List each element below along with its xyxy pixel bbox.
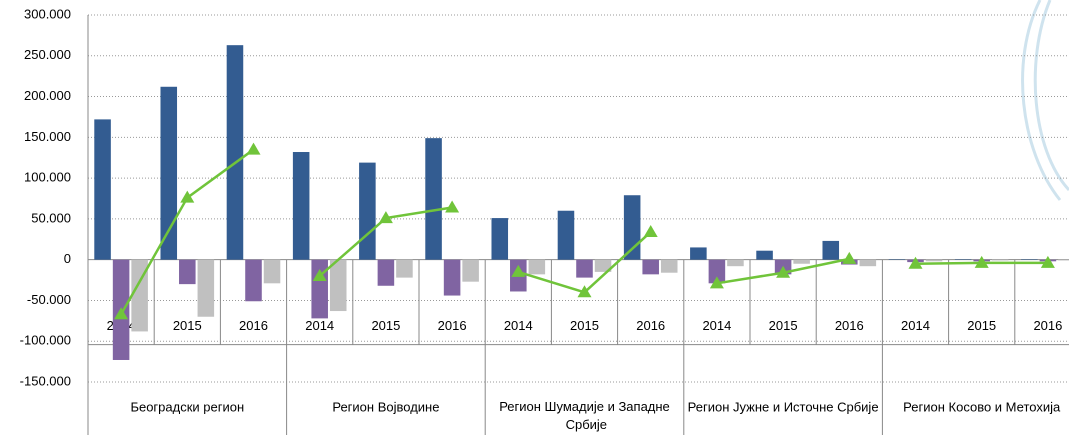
bar xyxy=(311,259,328,319)
decoration xyxy=(1021,0,1069,201)
group-label: Регион Шумадије и Западне Србије xyxy=(499,399,670,432)
bar xyxy=(160,86,178,260)
line-marker xyxy=(180,190,195,203)
line-marker xyxy=(577,285,592,298)
bar xyxy=(888,259,906,260)
bar xyxy=(425,138,442,260)
y-tick-label: -150.000 xyxy=(20,373,71,388)
bar xyxy=(462,259,479,282)
x-tick-label: 2015 xyxy=(371,318,400,333)
y-tick-label: 50.000 xyxy=(31,210,71,225)
bar xyxy=(708,259,726,284)
x-tick-label: 2015 xyxy=(967,318,996,333)
bar xyxy=(377,259,395,286)
y-tick-label: 0 xyxy=(64,251,71,266)
bar xyxy=(690,247,707,260)
y-tick-label: 150.000 xyxy=(24,129,71,144)
line-marker xyxy=(908,256,923,269)
bar xyxy=(528,259,546,275)
bar xyxy=(396,259,413,278)
x-tick-label: 2016 xyxy=(636,318,665,333)
bar xyxy=(660,259,678,273)
bar xyxy=(359,162,376,260)
x-tick-label: 2016 xyxy=(1033,318,1062,333)
x-tick-label: 2016 xyxy=(835,318,864,333)
bar xyxy=(954,259,972,260)
bar xyxy=(263,259,281,284)
bar xyxy=(991,259,1009,261)
bar xyxy=(557,210,575,260)
y-tick-label: 200.000 xyxy=(24,88,71,103)
y-tick-label: 100.000 xyxy=(24,170,71,185)
group-label: Регион Косово и Метохија xyxy=(903,399,1061,414)
bar xyxy=(594,259,612,272)
bar xyxy=(756,250,773,260)
x-tick-label: 2014 xyxy=(702,318,731,333)
line-marker xyxy=(445,200,460,213)
line-marker xyxy=(1040,255,1055,268)
bar xyxy=(329,259,347,312)
bar xyxy=(245,259,262,302)
bar xyxy=(226,45,244,260)
bar xyxy=(642,259,659,275)
bar xyxy=(94,119,111,260)
x-tick-label: 2015 xyxy=(769,318,798,333)
bar xyxy=(131,259,148,332)
bar xyxy=(491,218,509,260)
bar xyxy=(576,259,593,278)
line-marker xyxy=(378,211,393,224)
line-marker xyxy=(974,255,989,268)
group-label: Београдски регион xyxy=(130,399,244,414)
y-tick-label: 300.000 xyxy=(24,6,71,21)
group-label: Регион Војводине xyxy=(332,399,439,414)
y-tick-label: -50.000 xyxy=(27,292,71,307)
x-tick-label: 2014 xyxy=(504,318,533,333)
x-tick-label: 2014 xyxy=(901,318,930,333)
y-tick-label: 250.000 xyxy=(24,47,71,62)
line-marker xyxy=(709,276,724,289)
bar xyxy=(925,259,943,262)
x-tick-label: 2015 xyxy=(173,318,202,333)
bar xyxy=(443,259,461,296)
bar xyxy=(822,240,840,260)
x-tick-label: 2016 xyxy=(438,318,467,333)
bar xyxy=(1058,259,1069,261)
line-marker xyxy=(511,264,526,277)
x-tick-label: 2016 xyxy=(239,318,268,333)
bar xyxy=(179,259,196,285)
bar xyxy=(859,259,877,267)
line-marker xyxy=(643,224,658,237)
bar xyxy=(793,259,810,264)
bar xyxy=(727,259,744,267)
x-tick-label: 2015 xyxy=(570,318,599,333)
y-tick-label: -100.000 xyxy=(20,333,71,348)
line-marker xyxy=(114,307,129,320)
line-marker xyxy=(246,142,261,155)
bar xyxy=(1021,259,1038,260)
bar xyxy=(197,259,215,317)
line-marker xyxy=(842,251,857,264)
line-marker xyxy=(312,268,327,281)
bar xyxy=(292,152,310,260)
group-label: Регион Јужне и Источне Србије xyxy=(688,399,879,414)
line-marker xyxy=(776,265,791,278)
x-tick-label: 2014 xyxy=(305,318,334,333)
